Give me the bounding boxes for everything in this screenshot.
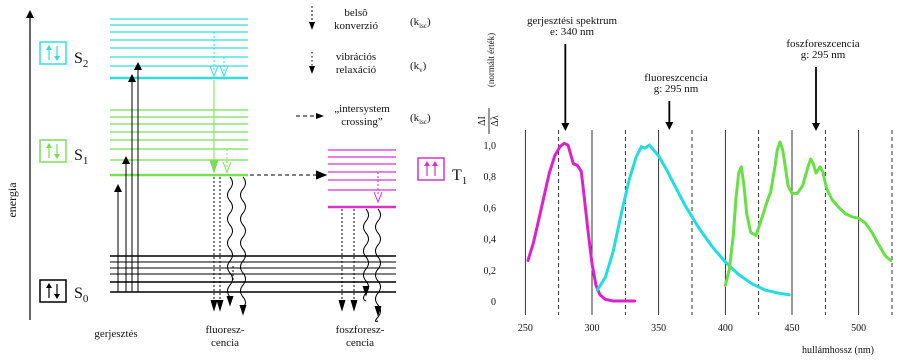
spectrum-chart: 0 0,2 0,4 0,6 0,8 1,0 250 300 350 400 450 500 hullám… bbox=[477, 15, 893, 356]
energy-axis: energia bbox=[5, 10, 34, 320]
fluorescence-label-1: fluoresz- bbox=[205, 324, 244, 336]
y-tick-label: 0 bbox=[491, 297, 496, 308]
t1-levels bbox=[328, 149, 396, 209]
annotation-arrowhead bbox=[561, 123, 570, 131]
s2-state-box: S2 bbox=[39, 41, 88, 70]
x-axis-label: hullámhossz (nm) bbox=[802, 345, 874, 356]
legend-intersystem-crossing-2: crossing” bbox=[341, 116, 383, 128]
y-tick-label: 0,4 bbox=[484, 235, 497, 246]
legend-k-v: (kv) bbox=[410, 60, 427, 74]
s0-levels bbox=[110, 255, 396, 293]
spectrum-series-0 bbox=[526, 141, 637, 303]
t1-relaxation-arrows bbox=[373, 172, 383, 204]
legend-internal-conversion-1: belsô bbox=[344, 7, 368, 19]
phosphorescence-arrows bbox=[338, 208, 382, 322]
s1-state-box: S1 bbox=[39, 139, 88, 167]
legend-internal-conversion-2: konverzió bbox=[334, 20, 378, 32]
annotation-label: g: 295 nm bbox=[801, 49, 846, 61]
phosphorescence-label-1: foszforesz- bbox=[336, 324, 385, 336]
annotation-label: foszforeszcencia bbox=[786, 38, 859, 50]
internal-conversion-arrows bbox=[209, 32, 232, 174]
annotation-label: gerjesztési spektrum bbox=[527, 15, 618, 27]
s1-levels bbox=[110, 109, 248, 177]
s2-levels bbox=[110, 18, 248, 80]
x-tick-label: 400 bbox=[718, 323, 733, 334]
x-tick-label: 250 bbox=[518, 323, 533, 334]
s2-label: S2 bbox=[74, 50, 88, 70]
x-tick-label: 300 bbox=[585, 323, 600, 334]
y-tick-label: 0,2 bbox=[484, 266, 497, 277]
excitation-label: gerjesztés bbox=[94, 328, 137, 340]
x-tick-label: 350 bbox=[651, 323, 666, 334]
excitation-arrows bbox=[114, 62, 142, 292]
fluorescence-label-2: cencia bbox=[211, 337, 239, 349]
s1-label: S1 bbox=[74, 147, 88, 167]
t1-state-box: T1 bbox=[417, 157, 467, 187]
x-tick-label: 450 bbox=[785, 323, 800, 334]
legend-intersystem-crossing-1: „intersystem bbox=[334, 103, 390, 115]
legend-k-isc: (kisc) bbox=[410, 112, 431, 126]
annotation-label: fluoreszcencia bbox=[644, 72, 708, 84]
t1-label: T1 bbox=[452, 167, 467, 187]
bottom-labels: gerjesztés fluoresz- cencia foszforesz- … bbox=[94, 324, 384, 349]
y-axis-label-numerator: ΔI bbox=[477, 116, 488, 126]
legend-vibrational-relaxation-1: vibrációs bbox=[336, 51, 376, 63]
annotation-label: g: 295 nm bbox=[654, 83, 699, 95]
intersystem-crossing-arrow bbox=[250, 170, 328, 180]
s0-label: S0 bbox=[74, 285, 89, 305]
annotation-arrowhead bbox=[812, 123, 820, 131]
legend-k-ic: (kisc) bbox=[410, 16, 431, 30]
annotation-arrowhead bbox=[665, 122, 674, 130]
annotation-label: e: 340 nm bbox=[550, 26, 594, 38]
spectrum-series-2 bbox=[723, 140, 893, 287]
y-axis-label-denominator: Δλ bbox=[490, 115, 501, 126]
s0-state-box: S0 bbox=[39, 279, 89, 305]
spectrum-series-1 bbox=[595, 143, 791, 297]
y-tick-label: 0,8 bbox=[484, 172, 497, 183]
legend: belsô konverzió (kisc) vibrációs relaxác… bbox=[296, 6, 431, 128]
legend-vibrational-relaxation-2: relaxáció bbox=[336, 64, 377, 76]
x-tick-label: 500 bbox=[851, 323, 866, 334]
y-tick-label: 0,6 bbox=[484, 203, 497, 214]
fluorescence-arrows bbox=[210, 176, 247, 316]
energy-axis-label: energia bbox=[5, 182, 19, 218]
y-axis-label-note: (normált érték) bbox=[486, 33, 496, 87]
y-tick-label: 1,0 bbox=[484, 141, 497, 152]
phosphorescence-label-2: cencia bbox=[346, 337, 374, 349]
